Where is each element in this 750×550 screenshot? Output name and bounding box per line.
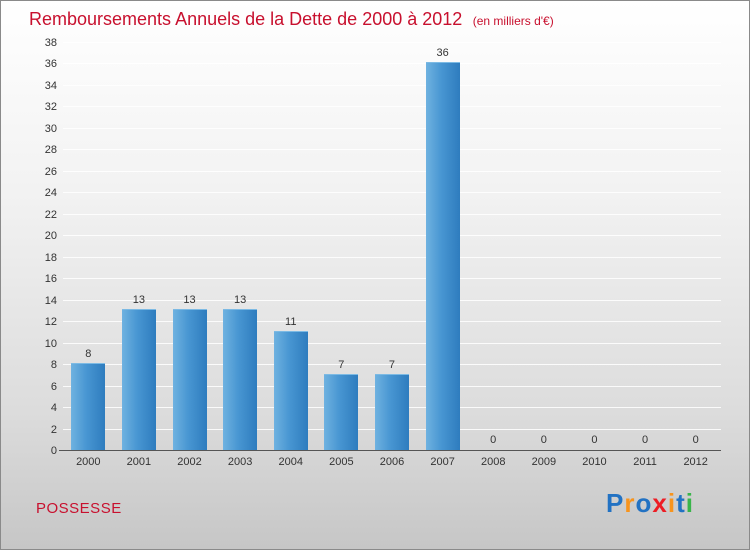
gridline [63,278,721,280]
y-tick-label: 20 [44,230,57,243]
y-tick-label: 36 [44,58,57,71]
bar [172,309,207,450]
bar [71,363,106,450]
x-tick-label: 2002 [177,456,202,468]
gridline [63,321,721,323]
chart-title: Remboursements Annuels de la Dette de 20… [29,9,463,29]
gridline [63,256,721,258]
gridline [63,42,721,43]
bar [425,62,460,450]
y-tick-label: 32 [44,101,57,114]
gridline [63,170,721,172]
y-tick-label: 38 [44,37,57,49]
x-tick-label: 2007 [430,456,455,468]
bar-slot: 13 2001 [114,43,165,468]
bar-value-label: 0 [591,434,598,446]
bar-value-label: 7 [388,358,396,371]
logo-letter: t [676,488,686,518]
gridline [63,192,721,194]
y-tick-label: 0 [50,445,57,457]
bar-value-label: 0 [540,434,547,446]
bar-slot: 11 2004 [265,43,316,468]
x-tick-label: 2000 [76,456,101,468]
gridline [63,127,721,129]
bar [121,309,156,450]
gridline [63,213,721,215]
x-axis-line [59,450,721,451]
y-tick-label: 12 [44,316,57,329]
bar-slot: 0 2010 [569,43,620,468]
bar-slot: 0 2009 [519,43,570,468]
bar-value-label: 11 [285,315,297,328]
logo-letter: i [667,488,677,518]
gridline [63,106,721,108]
bar-slot: 0 2011 [620,43,671,468]
y-tick-label: 22 [44,208,57,221]
bar-slot: 0 2008 [468,43,519,468]
x-tick-label: 2009 [531,456,557,468]
bar-value-label: 0 [490,434,497,446]
x-tick-label: 2011 [633,456,657,468]
bar-value-label: 36 [436,47,449,60]
x-tick-label: 2003 [227,456,253,468]
x-tick-label: 2005 [329,456,354,468]
location-label: POSSESSE [36,500,122,517]
y-tick-label: 10 [44,337,57,350]
gridline [63,364,721,366]
bar [223,309,258,450]
bar [273,330,308,450]
chart-header: Remboursements Annuels de la Dette de 20… [29,9,554,30]
y-tick-label: 28 [44,144,57,157]
bar-value-label: 13 [183,294,196,307]
bar-slot: 13 2002 [164,43,215,468]
logo-letter: i [685,488,694,518]
y-tick-label: 4 [50,402,57,415]
gridline [63,84,721,86]
bar-slot: 36 2007 [417,43,468,468]
y-tick-label: 24 [44,187,57,200]
chart-subtitle: (en milliers d'€) [472,14,554,28]
y-tick-label: 16 [44,273,57,286]
y-tick-label: 2 [50,423,57,436]
bar-chart: 0 2 4 6 8 10 12 14 16 18 20 22 24 26 28 30 32 34 36 38 8 200… [45,37,721,468]
bar-value-label: 13 [234,294,247,307]
x-tick-label: 2010 [582,456,607,468]
bar-value-label: 0 [642,434,649,446]
proxiti-logo: Proxiti [606,488,694,519]
logo-letter: o [635,488,653,518]
y-tick-label: 14 [44,294,57,307]
y-tick-label: 30 [44,122,57,135]
bar-slot: 7 2005 [316,43,367,468]
bar-value-label: 7 [338,358,345,371]
gridline [63,342,721,344]
bar-slot: 0 2012 [670,43,721,468]
bar-value-label: 8 [85,348,92,361]
x-tick-label: 2001 [126,456,152,468]
y-tick-label: 26 [44,165,57,178]
y-tick-label: 34 [44,79,57,92]
gridline [63,299,721,301]
x-tick-label: 2012 [683,456,708,468]
logo-letter: P [606,488,625,518]
y-tick-label: 6 [50,380,57,393]
bar-value-label: 0 [692,434,699,446]
bar [374,373,409,450]
bar [324,373,359,450]
bar-slot: 8 2000 [63,43,114,468]
bar-value-label: 13 [132,294,146,307]
y-tick-label: 18 [44,251,57,264]
y-tick-label: 8 [50,359,57,372]
x-tick-label: 2006 [379,456,405,468]
gridline [63,235,721,237]
bar-slot: 13 2003 [215,43,266,468]
logo-letter: r [624,488,636,518]
x-tick-label: 2004 [278,456,303,468]
x-tick-label: 2008 [480,456,506,468]
logo-letter: x [652,488,668,518]
gridline [63,63,721,65]
bar-slot: 7 2006 [367,43,418,468]
chart-footer: POSSESSE Proxiti [1,488,749,519]
gridline [63,149,721,151]
